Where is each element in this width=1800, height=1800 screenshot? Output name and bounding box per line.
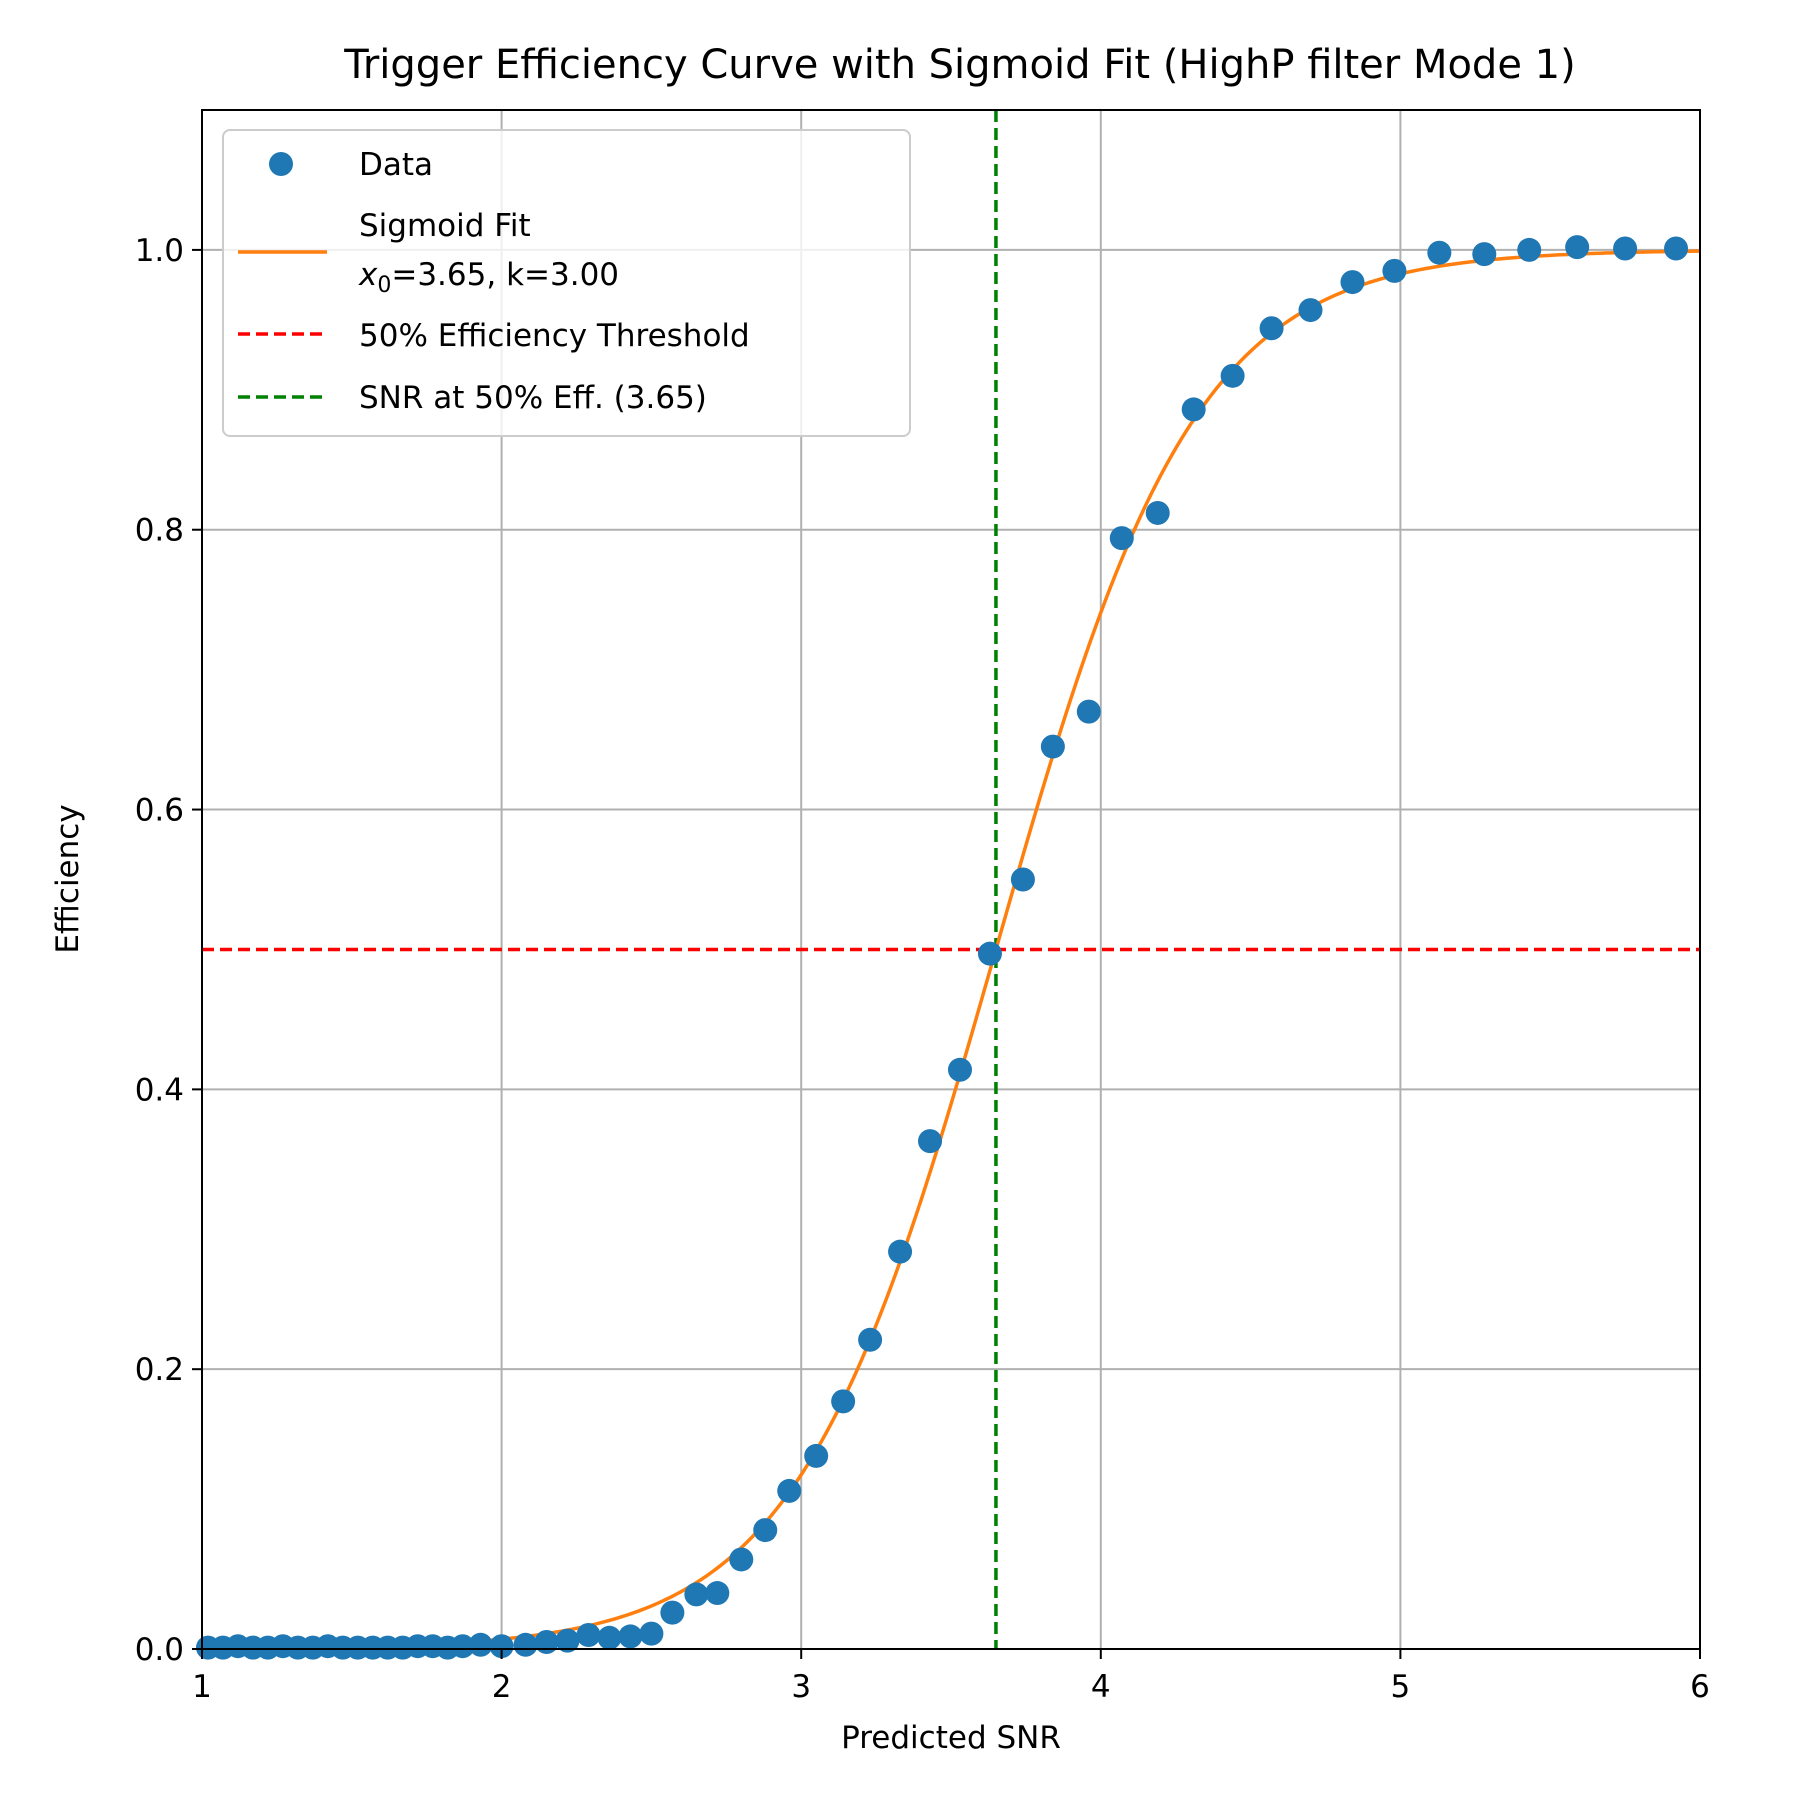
data-point	[858, 1327, 883, 1352]
y-tick-label: 1.0	[135, 233, 184, 269]
y-tick-label: 0.2	[135, 1352, 184, 1388]
data-point	[1664, 236, 1689, 261]
data-point	[1298, 298, 1323, 323]
data-point	[1145, 500, 1170, 525]
data-point	[468, 1632, 493, 1657]
legend-fit-params: x0=3.65, k=3.00	[358, 257, 619, 298]
data-point	[777, 1478, 802, 1503]
reference-lines	[202, 110, 1700, 1649]
data-point	[947, 1057, 972, 1082]
legend-fit-sub: 0	[377, 273, 391, 298]
legend-fit-x: x	[358, 257, 378, 293]
legend-snr-label: SNR at 50% Eff. (3.65)	[359, 380, 707, 416]
legend: Data Sigmoid Fit x0=3.65, k=3.00 50% Eff…	[222, 129, 911, 437]
data-point	[513, 1632, 538, 1657]
x-axis: 1 2 3 4 5 6	[192, 1649, 1710, 1705]
data-point	[1259, 316, 1284, 341]
data-point	[1382, 258, 1407, 283]
data-points	[195, 235, 1689, 1660]
data-point	[1340, 270, 1365, 295]
data-point	[918, 1129, 943, 1154]
data-point	[804, 1443, 829, 1468]
data-point	[1076, 699, 1101, 724]
data-point	[1517, 237, 1542, 262]
legend-fit-rest: =3.65, k=3.00	[391, 257, 619, 293]
legend-box	[222, 129, 911, 437]
data-point	[1427, 240, 1452, 265]
x-tick-label: 5	[1391, 1669, 1411, 1705]
data-point	[597, 1625, 622, 1650]
legend-data-label: Data	[359, 147, 433, 183]
y-tick-label: 0.6	[135, 793, 184, 829]
y-tick-label: 0.4	[135, 1072, 184, 1108]
y-tick-label: 0.8	[135, 513, 184, 549]
legend-threshold-label: 50% Efficiency Threshold	[359, 318, 750, 354]
y-axis: 0.0 0.2 0.4 0.6 0.8 1.0	[135, 233, 202, 1668]
data-point	[1472, 242, 1497, 267]
data-point	[555, 1628, 580, 1653]
data-point	[660, 1600, 685, 1625]
data-point	[534, 1630, 559, 1655]
data-point	[618, 1624, 643, 1649]
data-point	[831, 1389, 856, 1414]
y-axis-label: Efficiency	[50, 804, 86, 953]
data-point	[489, 1634, 514, 1659]
x-tick-label: 2	[492, 1669, 512, 1705]
x-axis-label: Predicted SNR	[841, 1720, 1061, 1756]
data-point	[1010, 867, 1035, 892]
legend-data-marker	[269, 152, 293, 176]
data-point	[1181, 397, 1206, 422]
plot-frame	[201, 109, 1701, 1650]
data-point	[1613, 236, 1638, 261]
data-point	[729, 1547, 754, 1572]
legend-fit-label: Sigmoid Fit	[359, 208, 531, 244]
data-point	[450, 1634, 475, 1659]
data-point	[1220, 363, 1245, 388]
data-point	[977, 941, 1002, 966]
data-point	[1040, 734, 1065, 759]
data-point	[753, 1518, 778, 1543]
data-point	[684, 1582, 709, 1607]
data-point	[1565, 235, 1590, 260]
y-tick-label: 0.0	[135, 1632, 184, 1668]
data-point	[888, 1239, 913, 1264]
data-point	[705, 1581, 730, 1606]
x-tick-label: 4	[1091, 1669, 1111, 1705]
data-point	[576, 1623, 601, 1648]
x-tick-label: 3	[791, 1669, 811, 1705]
x-tick-label: 1	[192, 1669, 212, 1705]
data-point	[1109, 526, 1134, 551]
data-point	[639, 1621, 664, 1646]
chart-title: Trigger Efficiency Curve with Sigmoid Fi…	[343, 42, 1575, 88]
x-tick-label: 6	[1690, 1669, 1710, 1705]
